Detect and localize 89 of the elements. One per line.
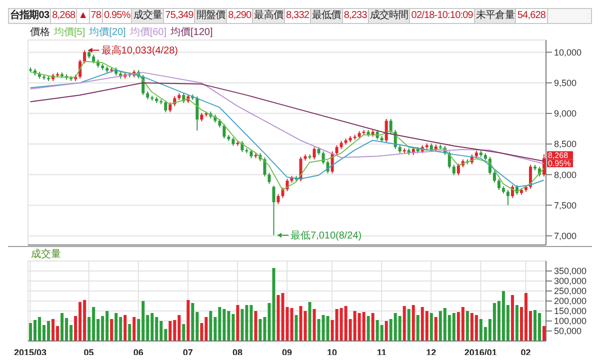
bar [466, 311, 469, 341]
bar [412, 305, 415, 341]
candlestick [452, 164, 456, 176]
candlestick [528, 164, 532, 190]
annotation: 最高10,033(4/28) [101, 44, 178, 57]
bar [294, 315, 298, 341]
annotation: 最低7,010(8/24) [290, 230, 362, 242]
candlestick [276, 194, 280, 204]
bar [461, 307, 464, 341]
bar [538, 313, 541, 341]
candlestick [83, 50, 86, 64]
y-tick-label: 250,000 [554, 286, 587, 296]
candlestick [286, 178, 289, 192]
text: 均價[20] [89, 26, 126, 39]
candlestick [497, 178, 500, 190]
bar [366, 316, 370, 341]
bar [290, 308, 294, 341]
text: 均價[5] [54, 26, 86, 39]
candlestick [164, 100, 168, 113]
candlestick [196, 96, 199, 132]
bar [182, 324, 186, 341]
candlestick [168, 102, 172, 113]
candlestick [312, 146, 316, 160]
chart-title: 台指期03 [9, 9, 52, 23]
bar [430, 313, 433, 341]
candlestick [492, 170, 496, 184]
text: 均價[60] [130, 26, 166, 39]
candlestick [272, 185, 276, 236]
bar [124, 315, 127, 341]
x-tick-label: 11 [376, 347, 386, 358]
bar [312, 309, 316, 341]
y-tick-label: 9,000 [554, 108, 577, 119]
bar [258, 319, 262, 341]
bar [384, 321, 388, 341]
candlestick [322, 150, 325, 165]
chart-title: 成交量 [31, 248, 61, 261]
bar [398, 316, 402, 341]
y-tick-label: 100,000 [554, 316, 587, 326]
bar [515, 305, 518, 341]
bar [236, 305, 240, 341]
y-tick-label: 350,000 [554, 266, 587, 276]
candlestick [456, 163, 460, 176]
bar [434, 317, 438, 341]
bar [276, 295, 280, 341]
bar [110, 319, 114, 341]
bar [128, 324, 132, 341]
bar [114, 313, 118, 341]
bar [402, 306, 406, 341]
candlestick [263, 156, 266, 177]
y-tick-label: 7,500 [554, 200, 577, 210]
bar [542, 326, 546, 341]
y-tick-label: 9,500 [554, 78, 577, 88]
candlestick [222, 123, 226, 140]
bar [407, 309, 410, 341]
bar [186, 300, 190, 341]
bar [452, 313, 456, 341]
bar [510, 295, 514, 341]
bar [240, 309, 244, 341]
y-tick-label: 300,000 [554, 276, 587, 286]
y-tick-label: 200,000 [554, 296, 587, 306]
x-tick-label: 12 [426, 347, 436, 358]
bar [168, 321, 172, 341]
candlestick [335, 144, 338, 156]
text: 均價[120] [170, 26, 213, 39]
bar [132, 317, 136, 341]
bar [371, 313, 374, 341]
bar [254, 311, 258, 341]
bar [474, 315, 478, 341]
y-tick-label: 8,500 [554, 139, 577, 150]
bar [362, 312, 366, 341]
bar [308, 302, 312, 341]
legend-title: 價格 [30, 26, 50, 39]
candlestick [506, 189, 510, 206]
bar [52, 319, 55, 341]
y-tick-label: 7,000 [554, 231, 577, 242]
bar [191, 303, 194, 341]
candlestick [268, 172, 271, 184]
bar [416, 315, 420, 341]
text: 8,268 [548, 151, 569, 160]
y-tick-label: 50,000 [554, 326, 582, 336]
y-tick-label: 10,000 [554, 47, 582, 58]
y-tick-label: 8,000 [554, 170, 577, 180]
bar [425, 311, 428, 341]
bar [60, 313, 64, 341]
bar [326, 316, 330, 341]
text: 8,268 ▲ 78 0.95% 成交量 75,349 開盤價 8,290 最高價 8,332 最低價 8,233 成交時間 02/18-10:10:09 未平倉量 54,628 [52, 10, 546, 21]
bar [209, 311, 212, 341]
y-tick-label: 150,000 [554, 306, 587, 316]
text: 0.95% [548, 159, 571, 168]
